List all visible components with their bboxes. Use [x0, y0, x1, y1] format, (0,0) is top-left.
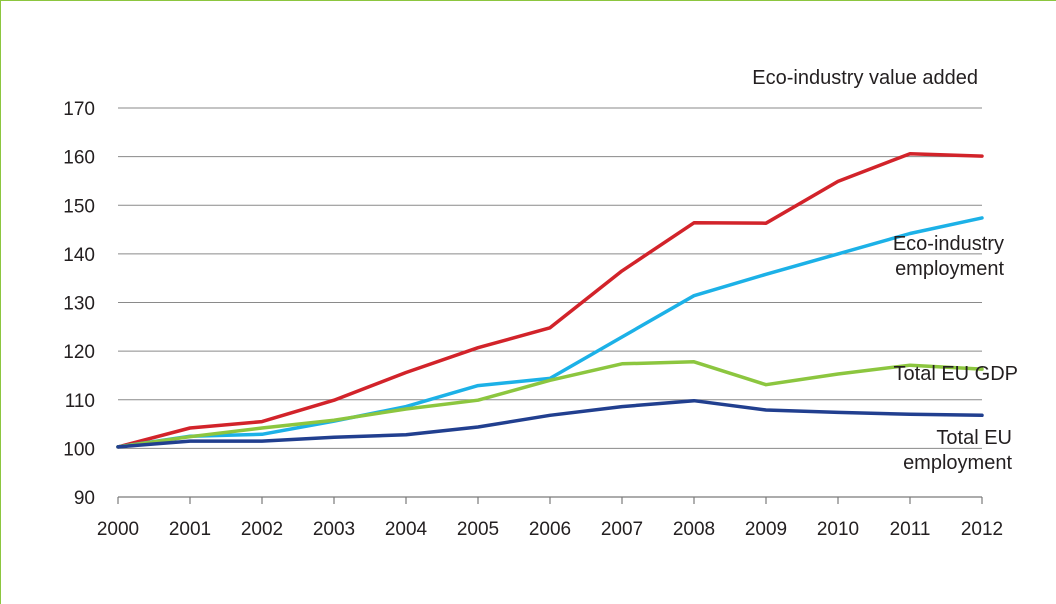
x-tick-label: 2010	[817, 519, 859, 540]
x-tick-label: 2000	[97, 519, 139, 540]
series-label-line: employment	[903, 452, 1012, 474]
series-label-line: Total EU	[936, 427, 1012, 449]
series-label-total-eu-employment: Total EU employment	[903, 427, 1012, 474]
series-label-eco-industry-value-added: Eco-industry value added	[752, 67, 978, 89]
series-line-total-eu-gdp	[116, 360, 984, 449]
y-tick-label: 130	[63, 294, 95, 315]
x-axis	[117, 496, 983, 504]
y-tick-labels: 90 100 110 120 130 140 150 160 170	[63, 99, 95, 509]
series-label-line: Eco-industry value added	[752, 67, 978, 89]
x-tick-labels: 2000 2001 2002 2003 2004 2005 2006 2007 2008 2009…	[97, 519, 1003, 540]
series-line-eco-industry-value-added	[116, 151, 984, 449]
x-tick-label: 2009	[745, 519, 787, 540]
x-tick-label: 2007	[601, 519, 643, 540]
y-tick-label: 100	[63, 439, 95, 460]
series-line-eco-industry-employment	[116, 216, 984, 449]
series-label-eco-industry-employment: Eco-industry employment	[893, 233, 1005, 280]
series-lines	[116, 151, 984, 449]
y-tick-label: 90	[74, 488, 95, 509]
series-label-line: Total EU GDP	[894, 363, 1018, 385]
series-label-line: employment	[895, 258, 1004, 280]
series-labels: Eco-industry value added Eco-industry empl…	[752, 67, 1018, 474]
x-tick-label: 2008	[673, 519, 715, 540]
series-label-total-eu-gdp: Total EU GDP	[894, 363, 1018, 385]
y-tick-label: 110	[65, 391, 95, 412]
x-tick-label: 2011	[890, 519, 931, 540]
x-tick-label: 2001	[169, 519, 211, 540]
x-tick-label: 2012	[961, 519, 1003, 540]
x-tick-label: 2005	[457, 519, 499, 540]
y-tick-label: 120	[63, 342, 95, 363]
y-tick-label: 140	[63, 245, 95, 266]
x-tick-label: 2002	[241, 519, 283, 540]
series-line-total-eu-employment	[116, 398, 984, 449]
x-tick-label: 2006	[529, 519, 571, 540]
y-tick-label: 170	[63, 99, 95, 120]
series-label-line: Eco-industry	[893, 233, 1004, 255]
x-tick-label: 2003	[313, 519, 355, 540]
gridlines	[118, 107, 982, 449]
y-tick-label: 160	[63, 148, 95, 169]
x-tick-label: 2004	[385, 519, 428, 540]
y-tick-label: 150	[63, 196, 95, 217]
